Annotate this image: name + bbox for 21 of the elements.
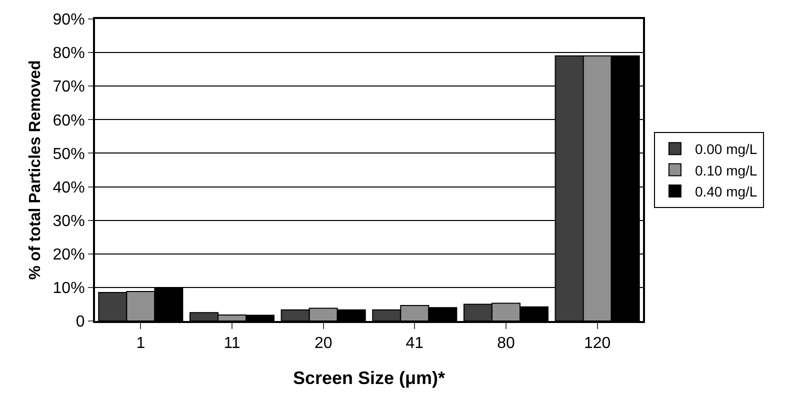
- x-tick-label: 80: [497, 335, 515, 352]
- y-tick-label: 90%: [52, 12, 85, 29]
- x-tick-label: 120: [584, 335, 611, 352]
- y-tick-label: 70%: [52, 78, 85, 96]
- y-tick-label: 60%: [52, 112, 85, 130]
- x-tick-label: 41: [406, 335, 424, 352]
- y-tick-label: 50%: [52, 146, 85, 163]
- x-axis-title: Screen Size (μm)*: [292, 368, 446, 388]
- y-tick-label: 20%: [52, 246, 85, 264]
- y-tick-label: 0: [76, 314, 85, 331]
- legend-label: 0.40 mg/L: [694, 183, 758, 200]
- y-tick-label: 40%: [52, 179, 85, 196]
- y-axis-title: % of total Particles Removed: [27, 60, 44, 280]
- y-tick-label: 30%: [52, 212, 85, 230]
- y-tick-label: 80%: [52, 45, 85, 62]
- y-tick-label: 10%: [52, 280, 85, 298]
- legend-label: 0.10 mg/L: [694, 162, 758, 178]
- x-tick-label: 1: [136, 335, 146, 352]
- x-tick-label: 20: [314, 335, 332, 352]
- x-tick-label: 11: [224, 335, 240, 352]
- legend-label: 0.00 mg/L: [694, 141, 758, 158]
